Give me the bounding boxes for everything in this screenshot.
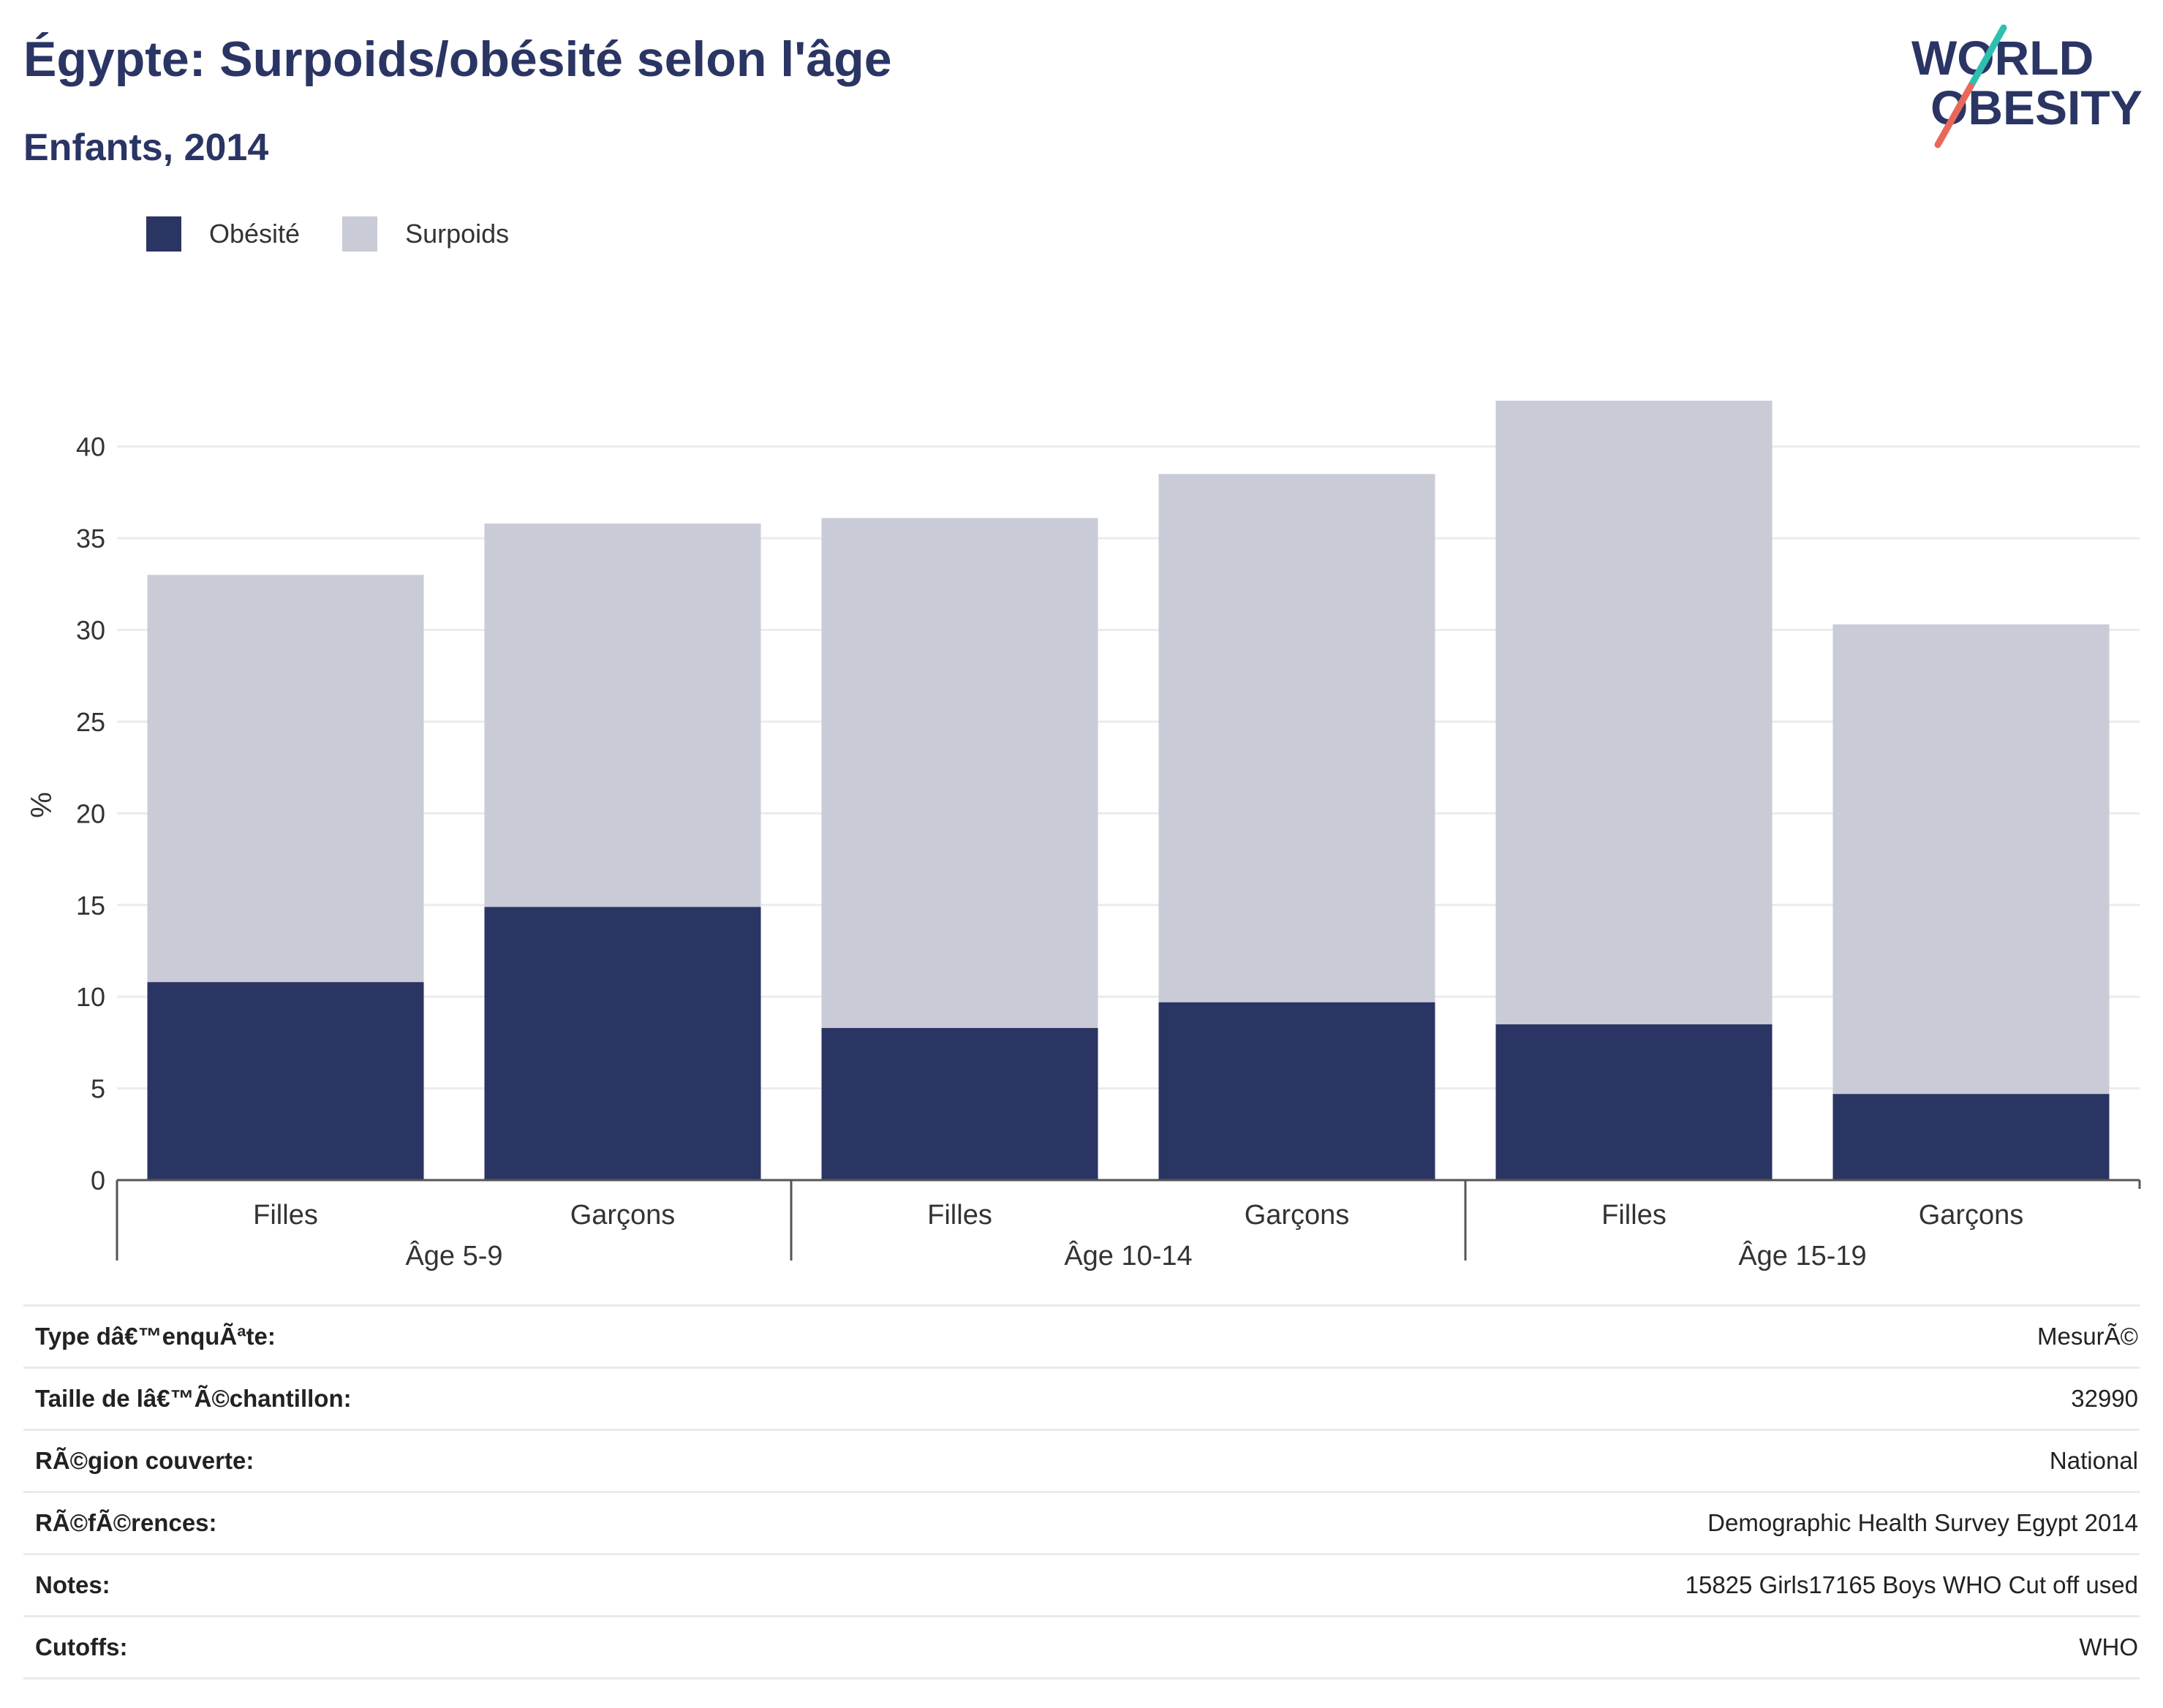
info-value: MesurÃ© xyxy=(2036,1323,2138,1350)
bar-obesite xyxy=(1158,1002,1435,1180)
bar-obesite xyxy=(1495,1024,1773,1180)
bar-obesite xyxy=(147,982,424,1180)
info-key: RÃ©fÃ©rences: xyxy=(35,1509,217,1536)
info-row: RÃ©fÃ©rences: Demographic Health Survey … xyxy=(23,1491,2140,1553)
bar-surpoids xyxy=(1495,401,1773,1024)
x-tick-label: Filles xyxy=(927,1200,992,1231)
legend-item-obesite[interactable]: Obésité xyxy=(146,216,300,252)
info-value: WHO xyxy=(2079,1633,2138,1660)
x-tick-label: Garçons xyxy=(1919,1200,2024,1231)
info-value: 32990 xyxy=(2071,1385,2138,1412)
group-label: Âge 15-19 xyxy=(1738,1240,1866,1271)
y-tick-label: 0 xyxy=(91,1165,105,1195)
stacked-bar-chart: 0 5 10 15 20 25 30 35 40% Filles Garçons Filles Garç… xyxy=(26,401,2141,1271)
info-key: Cutoffs: xyxy=(35,1633,128,1660)
legend-swatch-surpoids xyxy=(342,216,378,252)
group-label: Âge 5-9 xyxy=(405,1240,502,1271)
y-tick-label: 30 xyxy=(76,616,105,646)
bar-obesite xyxy=(1832,1094,2110,1180)
info-key: Type dâ€™enquÃªte: xyxy=(35,1323,276,1350)
bar-surpoids xyxy=(821,518,1098,1028)
legend-label-surpoids: Surpoids xyxy=(405,219,510,249)
y-axis-label: % xyxy=(26,792,58,818)
svg-text:WORLD: WORLD xyxy=(1911,31,2094,85)
y-tick-label: 10 xyxy=(76,982,105,1012)
group-label: Âge 10-14 xyxy=(1064,1240,1192,1271)
info-row: RÃ©gion couverte: National xyxy=(23,1429,2140,1491)
chart-title: Égypte: Surpoids/obésité selon l'âge xyxy=(23,31,892,87)
bar-surpoids xyxy=(1158,474,1435,1002)
bar-surpoids xyxy=(1832,624,2110,1095)
legend-item-surpoids[interactable]: Surpoids xyxy=(342,216,509,252)
chart-legend: Obésité Surpoids xyxy=(146,216,551,252)
bar-obesite xyxy=(821,1027,1098,1180)
x-tick-label: Filles xyxy=(253,1200,318,1231)
info-table: Type dâ€™enquÃªte: MesurÃ© Taille de lâ€… xyxy=(23,1304,2140,1679)
world-obesity-logo: WORLD OBESITY xyxy=(1909,22,2150,154)
bar-obesite xyxy=(484,907,761,1180)
info-row: Taille de lâ€™Ã©chantillon: 32990 xyxy=(23,1367,2140,1429)
legend-label-obesite: Obésité xyxy=(209,219,301,249)
y-tick-label: 15 xyxy=(76,891,105,921)
info-row: Cutoffs: WHO xyxy=(23,1615,2140,1679)
x-tick-label: Filles xyxy=(1601,1200,1666,1231)
logo-graphic: WORLD OBESITY xyxy=(1911,24,2143,148)
x-tick-label: Garçons xyxy=(1245,1200,1350,1231)
y-tick-label: 40 xyxy=(76,432,105,462)
y-tick-label: 5 xyxy=(91,1074,105,1104)
info-row: Type dâ€™enquÃªte: MesurÃ© xyxy=(23,1304,2140,1367)
info-value: Demographic Health Survey Egypt 2014 xyxy=(1707,1509,2138,1536)
info-key: RÃ©gion couverte: xyxy=(35,1447,254,1474)
y-tick-label: 35 xyxy=(76,524,105,553)
legend-swatch-obesite xyxy=(146,216,181,252)
info-value: 15825 Girls17165 Boys WHO Cut off used xyxy=(1685,1571,2138,1598)
info-value: National xyxy=(2049,1447,2138,1474)
bar-surpoids xyxy=(484,524,761,907)
logo-stroke-coral xyxy=(1934,83,1974,148)
info-key: Notes: xyxy=(35,1571,110,1598)
chart-subtitle: Enfants, 2014 xyxy=(23,126,269,169)
info-row: Notes: 15825 Girls17165 Boys WHO Cut off… xyxy=(23,1553,2140,1615)
x-tick-label: Garçons xyxy=(570,1200,676,1231)
y-tick-label: 25 xyxy=(76,707,105,737)
bar-surpoids xyxy=(147,575,424,983)
info-key: Taille de lâ€™Ã©chantillon: xyxy=(35,1385,352,1412)
logo-stroke-teal xyxy=(1967,24,2007,90)
y-tick-label: 20 xyxy=(76,798,105,828)
